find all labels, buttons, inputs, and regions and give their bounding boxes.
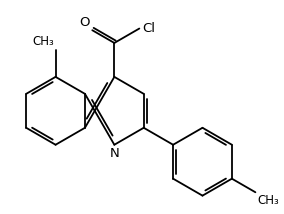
Text: O: O (79, 16, 89, 28)
Text: Cl: Cl (142, 22, 155, 35)
Text: CH₃: CH₃ (257, 194, 279, 207)
Text: N: N (109, 147, 119, 160)
Text: CH₃: CH₃ (32, 35, 54, 48)
